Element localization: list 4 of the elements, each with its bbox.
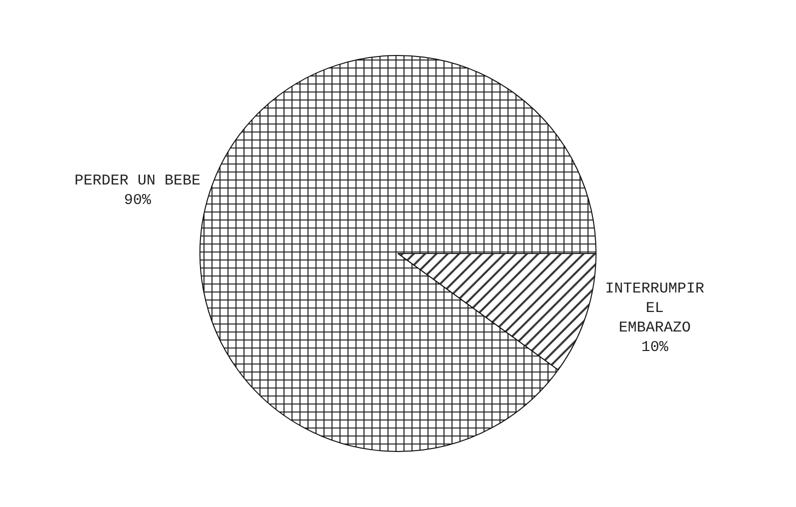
slice-label: INTERRUMPIR EL EMBARAZO <box>605 280 704 337</box>
data-label: 10% <box>641 339 670 356</box>
slice-label: PERDER UN BEBE <box>74 172 201 190</box>
data-label: 90% <box>124 192 152 209</box>
